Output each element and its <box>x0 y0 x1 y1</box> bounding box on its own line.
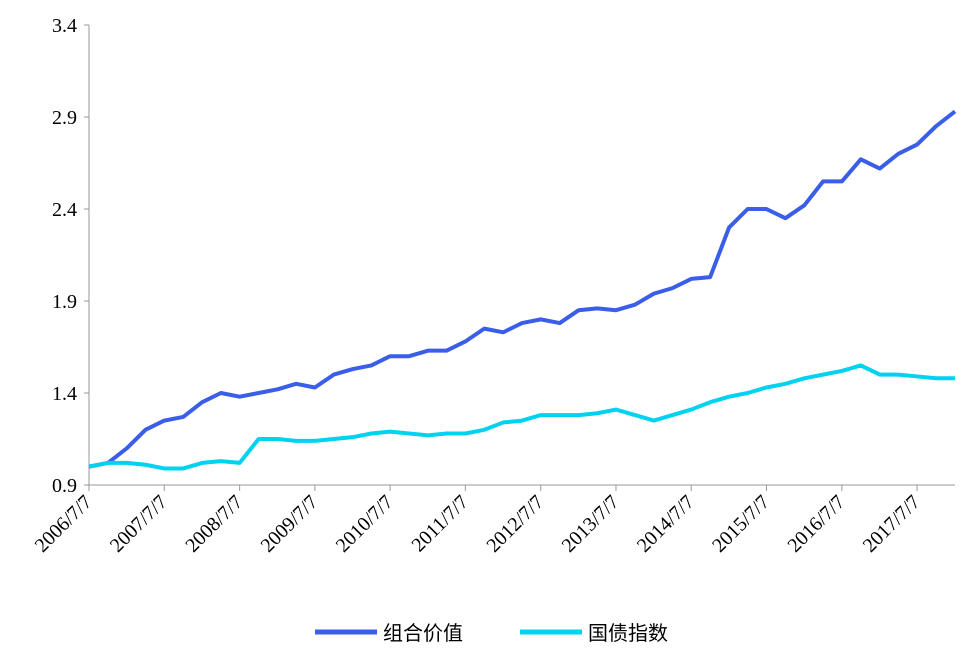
x-tick-label: 2010/7/7 <box>332 491 398 557</box>
x-tick-label: 2016/7/7 <box>784 491 850 557</box>
series-line <box>88 109 957 469</box>
x-tick-label: 2013/7/7 <box>558 491 624 557</box>
legend-label: 组合价值 <box>383 621 463 645</box>
y-tick-label: 3.4 <box>52 15 77 37</box>
y-tick-label: 1.4 <box>52 383 77 405</box>
x-tick-label: 2017/7/7 <box>859 491 925 557</box>
x-tick-label: 2008/7/7 <box>181 491 247 557</box>
x-tick-label: 2006/7/7 <box>31 491 97 557</box>
y-tick-label: 2.4 <box>52 199 77 221</box>
x-tick-label: 2014/7/7 <box>633 491 699 557</box>
y-tick-label: 1.9 <box>52 291 77 313</box>
x-tick-label: 2009/7/7 <box>257 491 323 557</box>
x-tick-label: 2012/7/7 <box>482 491 548 557</box>
x-tick-label: 2007/7/7 <box>106 491 172 557</box>
legend-label: 国债指数 <box>588 621 668 645</box>
x-tick-label: 2015/7/7 <box>708 491 774 557</box>
series-line <box>88 363 955 471</box>
x-tick-label: 2011/7/7 <box>408 491 473 556</box>
y-tick-label: 0.9 <box>52 475 77 497</box>
y-tick-label: 2.9 <box>52 107 77 129</box>
